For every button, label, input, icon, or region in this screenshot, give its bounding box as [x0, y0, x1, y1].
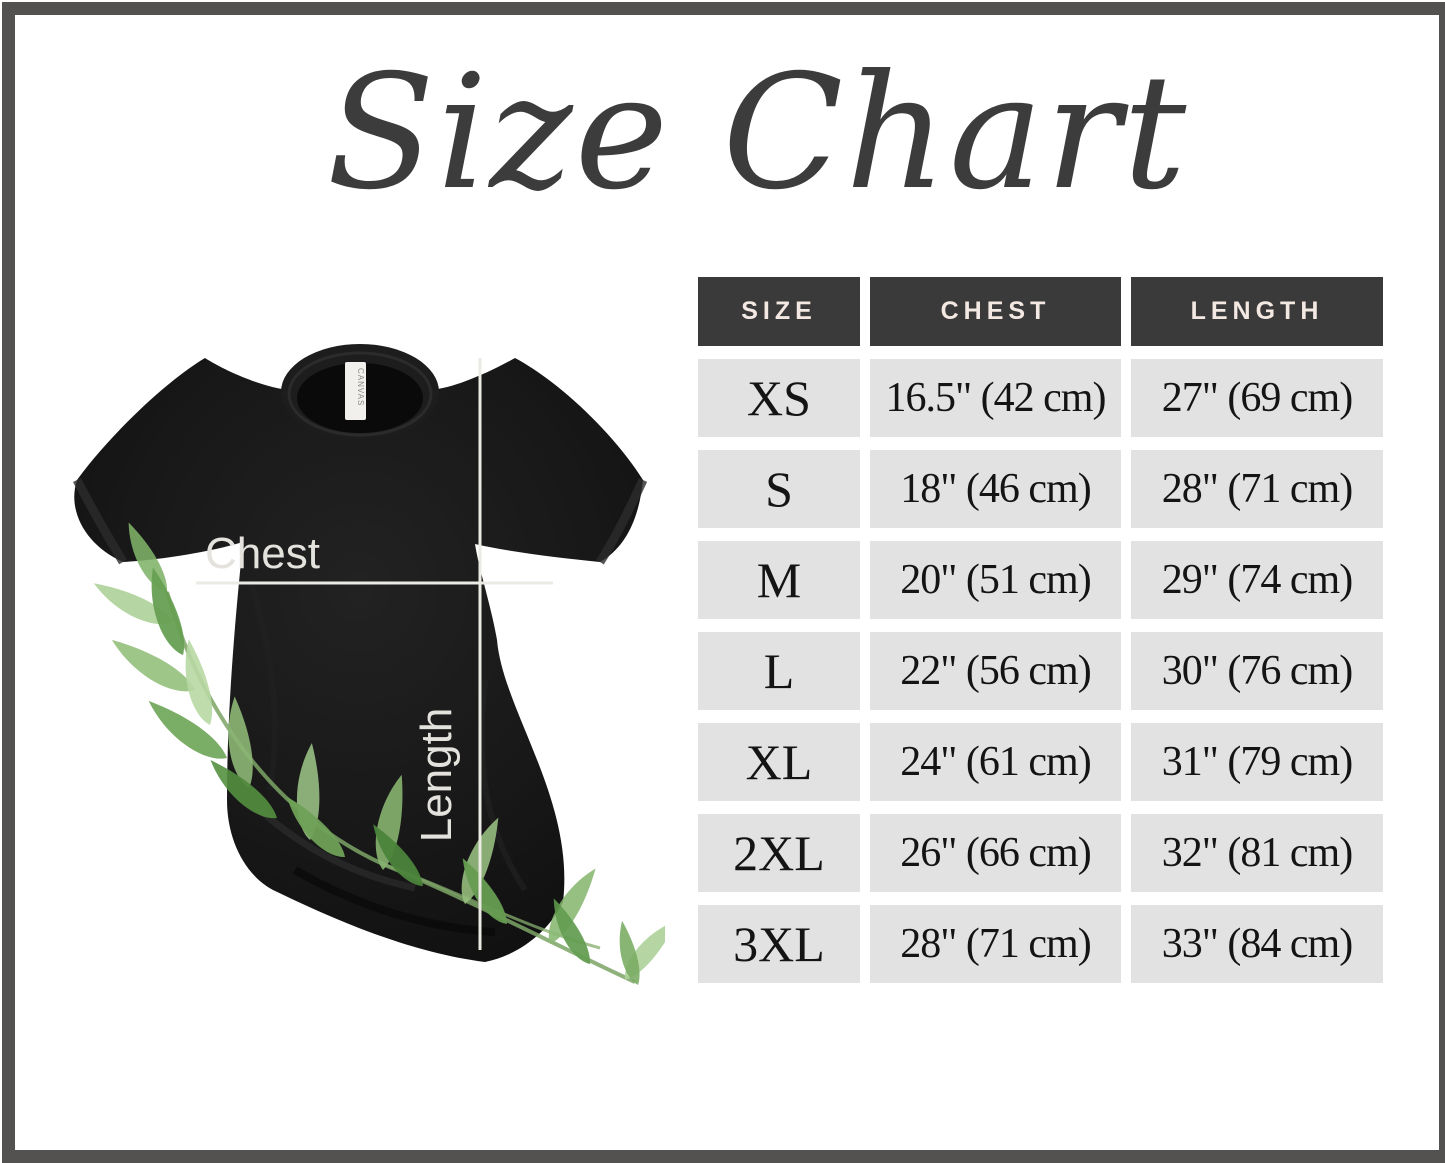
tag-label: CANVAS — [356, 368, 365, 406]
cell-size: L — [698, 632, 860, 710]
cell-length: 28" (71 cm) — [1131, 450, 1383, 528]
cell-length: 30" (76 cm) — [1131, 632, 1383, 710]
cell-chest: 18" (46 cm) — [870, 450, 1121, 528]
length-label: Length — [412, 708, 461, 843]
cell-size: M — [698, 541, 860, 619]
cell-length: 27" (69 cm) — [1131, 359, 1383, 437]
column-header-length: LENGTH — [1131, 277, 1383, 346]
cell-chest: 16.5" (42 cm) — [870, 359, 1121, 437]
cell-length: 29" (74 cm) — [1131, 541, 1383, 619]
cell-length: 31" (79 cm) — [1131, 723, 1383, 801]
tshirt-shape: CANVAS — [72, 344, 648, 962]
leaf-branch — [89, 518, 665, 988]
cell-length: 33" (84 cm) — [1131, 905, 1383, 983]
collar-brand-tag: CANVAS — [345, 362, 366, 420]
cell-chest: 24" (61 cm) — [870, 723, 1121, 801]
chest-label: Chest — [205, 529, 320, 578]
tshirt-illustration: CANVAS — [55, 330, 665, 995]
cell-length: 32" (81 cm) — [1131, 814, 1383, 892]
size-table: SIZE CHEST LENGTH XS 16.5" (42 cm) 27" (… — [698, 277, 1383, 983]
page-title: Size Chart — [326, 41, 1189, 225]
cell-size: XL — [698, 723, 860, 801]
tshirt-svg: CANVAS — [72, 344, 665, 988]
cell-chest: 20" (51 cm) — [870, 541, 1121, 619]
cell-chest: 22" (56 cm) — [870, 632, 1121, 710]
measurement-guides: Chest Length — [196, 358, 553, 950]
cell-size: 3XL — [698, 905, 860, 983]
cell-size: 2XL — [698, 814, 860, 892]
column-header-size: SIZE — [698, 277, 860, 346]
cell-size: XS — [698, 359, 860, 437]
cell-size: S — [698, 450, 860, 528]
cell-chest: 26" (66 cm) — [870, 814, 1121, 892]
column-header-chest: CHEST — [870, 277, 1121, 346]
cell-chest: 28" (71 cm) — [870, 905, 1121, 983]
